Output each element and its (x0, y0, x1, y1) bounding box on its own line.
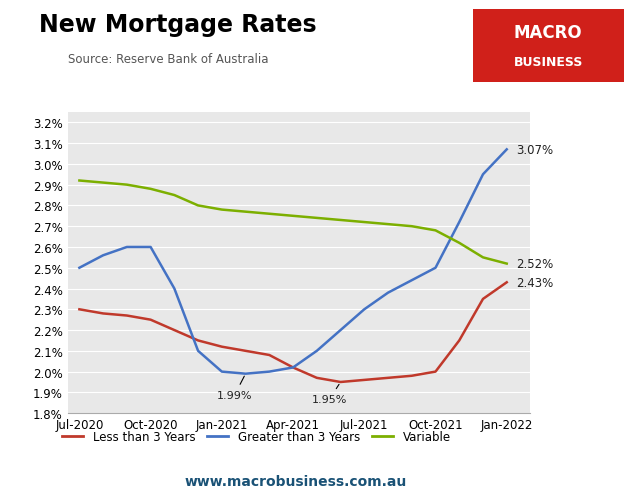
Less than 3 Years (455, 338, 463, 344)
Variable (431, 228, 439, 234)
Greater than 3 Years (242, 371, 249, 377)
Greater than 3 Years (503, 147, 511, 153)
Less than 3 Years (147, 317, 154, 323)
Less than 3 Years (75, 307, 83, 313)
Less than 3 Years (218, 344, 226, 350)
Variable (479, 255, 487, 261)
Variable (170, 193, 178, 199)
Less than 3 Years (123, 313, 131, 319)
Greater than 3 Years (361, 307, 368, 313)
Line: Greater than 3 Years: Greater than 3 Years (79, 150, 507, 374)
Less than 3 Years (361, 377, 368, 383)
Less than 3 Years (170, 327, 178, 333)
Variable (289, 213, 297, 219)
Greater than 3 Years (123, 244, 131, 250)
Legend: Less than 3 Years, Greater than 3 Years, Variable: Less than 3 Years, Greater than 3 Years,… (57, 425, 455, 447)
Less than 3 Years (313, 375, 321, 381)
Greater than 3 Years (479, 172, 487, 178)
Variable (337, 217, 345, 223)
Less than 3 Years (99, 311, 107, 317)
Greater than 3 Years (170, 286, 178, 292)
Variable (99, 180, 107, 186)
Text: Source: Reserve Bank of Australia: Source: Reserve Bank of Australia (68, 53, 268, 66)
Variable (313, 215, 321, 221)
Greater than 3 Years (289, 365, 297, 371)
Greater than 3 Years (99, 253, 107, 259)
Variable (408, 224, 415, 230)
Text: 1.95%: 1.95% (312, 385, 347, 404)
Greater than 3 Years (313, 348, 321, 354)
Text: www.macrobusiness.com.au: www.macrobusiness.com.au (185, 474, 407, 488)
Less than 3 Years (431, 369, 439, 375)
Variable (503, 261, 511, 267)
Text: 3.07%: 3.07% (516, 144, 554, 156)
Greater than 3 Years (455, 219, 463, 225)
Variable (361, 219, 368, 225)
Text: 2.43%: 2.43% (516, 276, 554, 289)
Text: 1.99%: 1.99% (217, 376, 253, 400)
Text: New Mortgage Rates: New Mortgage Rates (39, 13, 316, 37)
Less than 3 Years (337, 379, 345, 385)
Less than 3 Years (503, 280, 511, 286)
Less than 3 Years (384, 375, 392, 381)
Variable (218, 207, 226, 213)
Variable (194, 203, 202, 209)
Variable (123, 182, 131, 188)
Greater than 3 Years (147, 244, 154, 250)
Variable (75, 178, 83, 184)
Less than 3 Years (266, 352, 273, 358)
Greater than 3 Years (266, 369, 273, 375)
Greater than 3 Years (408, 278, 415, 284)
Greater than 3 Years (194, 348, 202, 354)
Line: Variable: Variable (79, 181, 507, 264)
Greater than 3 Years (384, 290, 392, 296)
Less than 3 Years (289, 365, 297, 371)
Text: 2.52%: 2.52% (516, 258, 554, 271)
Less than 3 Years (194, 338, 202, 344)
Variable (147, 186, 154, 192)
Greater than 3 Years (431, 265, 439, 271)
Less than 3 Years (242, 348, 249, 354)
Greater than 3 Years (218, 369, 226, 375)
Variable (384, 221, 392, 227)
Less than 3 Years (408, 373, 415, 379)
Text: BUSINESS: BUSINESS (514, 56, 583, 69)
Less than 3 Years (479, 296, 487, 302)
Variable (266, 211, 273, 217)
Variable (242, 209, 249, 215)
Variable (455, 240, 463, 246)
Greater than 3 Years (75, 265, 83, 271)
Text: MACRO: MACRO (514, 24, 583, 42)
Greater than 3 Years (337, 327, 345, 333)
Line: Less than 3 Years: Less than 3 Years (79, 283, 507, 382)
